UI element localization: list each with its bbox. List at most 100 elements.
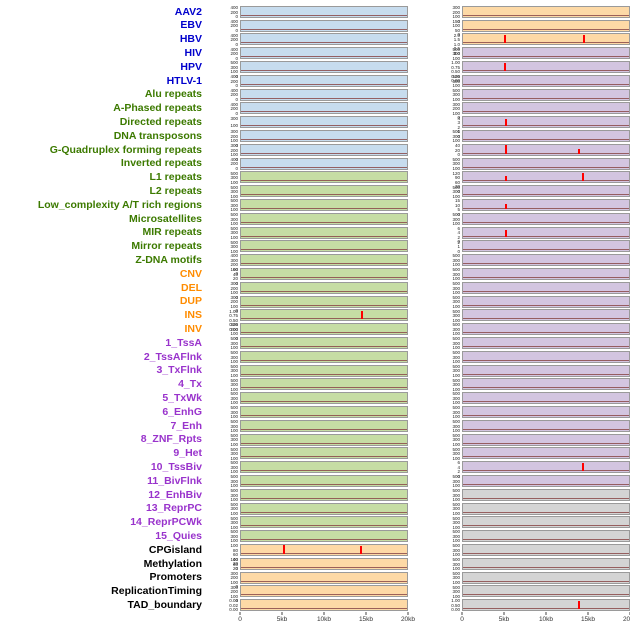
signal-baseline (463, 470, 629, 472)
signal-baseline (463, 442, 629, 444)
y-axis-tick-label: 100 (452, 303, 460, 309)
y-axis-tick-labels: 500 300 100 (430, 378, 462, 391)
track-panel-right (462, 585, 630, 598)
y-axis-tick-label: 500 (452, 281, 460, 287)
y-axis-tick-label: 500 (230, 460, 238, 466)
y-axis-tick-label: 100 (230, 331, 238, 337)
track-row: TAD_boundary 0.04 0.02 0.00 1.00 0.50 0.00 (0, 598, 630, 612)
signal-baseline (241, 56, 407, 58)
y-axis-tick-labels: 400 200 0 (208, 6, 240, 19)
track-panel-right (462, 74, 630, 87)
y-axis-tick-label: 100 (230, 221, 238, 227)
signal-baseline (463, 401, 629, 403)
column-gap (408, 356, 430, 357)
y-axis-tick-label: 500 (452, 419, 460, 425)
track-panel-right (462, 281, 630, 294)
signal-spike (581, 172, 584, 182)
y-axis-tick-label: 400 (230, 156, 238, 162)
y-axis-tick-label: 300 (230, 409, 238, 415)
y-axis-tick-label: 500 (452, 184, 460, 190)
signal-baseline (241, 208, 407, 210)
y-axis-tick-labels: 500 300 100 (430, 405, 462, 419)
y-axis-tick-labels: 500 300 100 (430, 489, 462, 502)
signal-baseline (241, 42, 407, 44)
column-gap (408, 315, 430, 316)
y-axis-tick-label: 500 (230, 405, 238, 411)
y-axis-tick-labels: 500 300 100 (208, 460, 240, 474)
signal-baseline (463, 221, 629, 223)
column-gap (408, 343, 430, 344)
y-axis-tick-label: 300 (230, 395, 238, 401)
track-row: 9_Het 500 300 100 500 300 100 (0, 447, 630, 461)
signal-baseline (463, 42, 629, 44)
y-axis-tick-label: 500 (230, 529, 238, 535)
y-axis-tick-label: 500 (230, 212, 238, 218)
y-axis-tick-label: 100 (230, 138, 238, 144)
track-panel-left (240, 337, 408, 350)
y-axis-tick-labels: 400 200 0 (208, 75, 240, 88)
column-gap (408, 412, 430, 413)
y-axis-tick-label: 300 (452, 437, 460, 443)
y-axis-tick-label: 100 (452, 55, 460, 61)
y-axis-tick-label: 6 (457, 225, 460, 231)
track-panel-right (462, 226, 630, 239)
y-axis-tick-labels: 500 300 100 (208, 405, 240, 419)
track-panel-left (240, 130, 408, 143)
y-axis-tick-label: 200 (230, 262, 238, 268)
y-axis-tick-label: 500 (230, 239, 238, 245)
track-panel-right (462, 378, 630, 391)
signal-spike (581, 463, 584, 472)
y-axis-tick-label: 100 (452, 165, 460, 171)
y-axis-tick-label: 40 (454, 143, 460, 149)
y-axis-tick-label: 2 (457, 124, 460, 130)
y-axis-tick-label: 20 (232, 561, 238, 567)
signal-baseline (241, 552, 407, 554)
y-axis-tick-labels: 300 200 100 0 (208, 282, 240, 300)
y-axis-tick-label: 0 (235, 27, 238, 33)
signal-spike (361, 311, 364, 320)
y-axis-tick-labels: 100 60 20 (208, 557, 240, 570)
y-axis-tick-labels: 2.0 1.5 1.0 0.5 0.0 (430, 33, 462, 55)
y-axis-tick-label: 500 (452, 405, 460, 411)
signal-baseline (463, 28, 629, 30)
y-axis-tick-label: 100 (452, 538, 460, 544)
x-axis-tick-label: 20kb (622, 616, 630, 624)
y-axis-tick-labels: 500 300 100 (430, 157, 462, 171)
track-panel-left (240, 364, 408, 377)
y-axis-tick-label: 200 (230, 37, 238, 43)
x-axis-right: 0 5kb 10kb 15kb 20kb (460, 612, 630, 630)
track-row: Mirror repeats 500 300 100 2 1 0 (0, 240, 630, 254)
signal-spike (578, 600, 581, 610)
track-panel-left (240, 143, 408, 156)
track-label: HTLV-1 (166, 75, 202, 87)
y-axis-tick-labels: 400 300 200 100 0 (208, 254, 240, 276)
y-axis-tick-label: 500 (452, 46, 460, 52)
track-row: 7_Enh 500 300 100 500 300 100 (0, 419, 630, 433)
signal-baseline (241, 594, 407, 596)
signal-baseline (241, 249, 407, 251)
track-panel-left (240, 88, 408, 101)
y-axis-tick-label: 300 (452, 101, 460, 107)
y-axis-tick-label: 80 (232, 547, 238, 553)
y-axis-tick-label: 0 (235, 73, 238, 79)
y-axis-tick-labels: 500 300 100 (208, 351, 240, 364)
track-label: 2_TssAFlnk (143, 351, 202, 363)
y-axis-tick-labels: 500 300 100 0 (208, 61, 240, 79)
column-gap (408, 260, 430, 261)
y-axis-tick-label: 300 (230, 115, 238, 121)
y-axis-tick-label: 200 (230, 326, 238, 332)
y-axis-tick-label: 300 (230, 464, 238, 470)
y-axis-tick-label: 300 (452, 561, 460, 567)
y-axis-tick-label: 0 (457, 115, 460, 121)
track-row: 14_ReprPCWk 500 300 100 500 300 100 (0, 515, 630, 529)
y-axis-tick-label: 0 (457, 188, 460, 194)
y-axis-tick-label: 0 (235, 271, 238, 277)
y-axis-tick-label: 100 (230, 266, 238, 272)
track-panel-right (462, 130, 630, 143)
column-gap (408, 39, 430, 40)
y-axis-tick-label: 100 (452, 331, 460, 337)
column-gap (408, 425, 430, 426)
y-axis-tick-label: 500 (230, 432, 238, 438)
y-axis-tick-labels: 300 200 100 0 (208, 323, 240, 341)
